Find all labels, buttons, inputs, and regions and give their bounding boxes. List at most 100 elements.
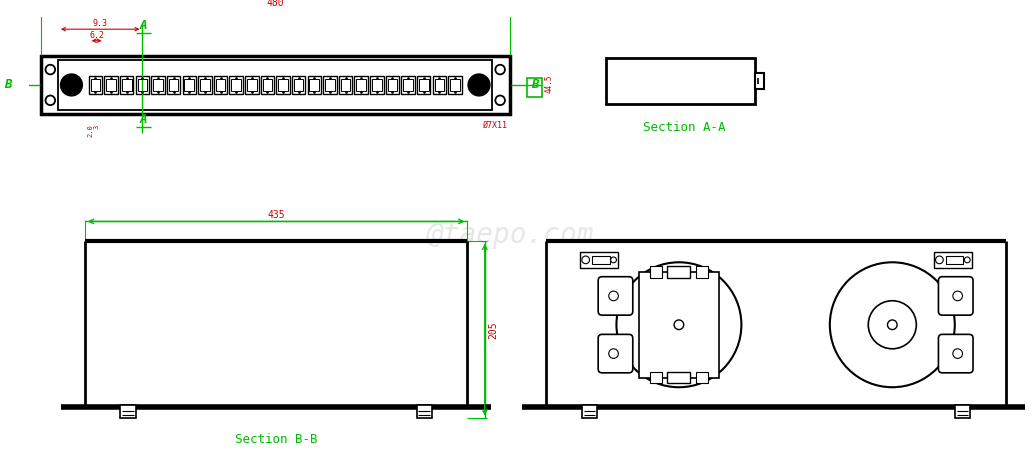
Text: A: A (140, 113, 147, 126)
Bar (403, 80, 413, 92)
Bar (105, 77, 118, 94)
Bar (696, 267, 708, 278)
Bar (277, 77, 290, 94)
Text: Section B-B: Section B-B (235, 432, 317, 445)
Circle shape (616, 263, 742, 387)
Text: B: B (4, 78, 11, 91)
Text: 9.3: 9.3 (92, 19, 108, 28)
Bar (667, 267, 690, 278)
Bar (356, 80, 366, 92)
Circle shape (610, 258, 616, 263)
Bar (451, 80, 460, 92)
Bar (385, 77, 399, 94)
Bar (151, 77, 165, 94)
Circle shape (609, 292, 618, 301)
Bar (247, 80, 257, 92)
Bar (416, 77, 430, 94)
Circle shape (609, 349, 618, 359)
Bar (40, 57, 510, 115)
Bar (449, 77, 462, 94)
Bar (292, 77, 306, 94)
Bar (638, 272, 719, 378)
Bar (58, 61, 492, 111)
Bar (325, 80, 335, 92)
Bar (107, 80, 116, 92)
Bar (933, 253, 972, 268)
Bar (416, 405, 432, 419)
FancyBboxPatch shape (598, 334, 633, 373)
Bar (946, 257, 963, 264)
Circle shape (61, 75, 82, 96)
Circle shape (468, 75, 490, 96)
Text: 6.2: 6.2 (89, 31, 104, 40)
Circle shape (674, 320, 684, 330)
Bar (246, 77, 259, 94)
FancyBboxPatch shape (598, 277, 633, 315)
Bar (341, 80, 350, 92)
Bar (606, 59, 755, 105)
Bar (310, 80, 319, 92)
Bar (91, 80, 100, 92)
Circle shape (830, 263, 955, 387)
Bar (231, 80, 241, 92)
Text: 480: 480 (266, 0, 284, 8)
Circle shape (953, 349, 962, 359)
Bar (323, 77, 337, 94)
Bar (138, 80, 147, 92)
Bar (261, 77, 275, 94)
Bar (650, 372, 662, 384)
FancyBboxPatch shape (939, 334, 973, 373)
Bar (755, 74, 764, 90)
Circle shape (582, 257, 589, 264)
Bar (184, 80, 194, 92)
Bar (401, 77, 414, 94)
Bar (696, 372, 708, 384)
Circle shape (936, 257, 943, 264)
Bar (434, 80, 444, 92)
Bar (339, 77, 352, 94)
Text: Section A-A: Section A-A (643, 120, 725, 133)
Bar (650, 267, 662, 278)
Bar (387, 80, 397, 92)
Bar (419, 80, 429, 92)
Bar (229, 77, 242, 94)
Bar (215, 80, 225, 92)
Text: 44.5: 44.5 (544, 75, 553, 93)
Bar (372, 80, 381, 92)
Bar (200, 80, 209, 92)
Bar (308, 77, 321, 94)
Text: A: A (140, 19, 147, 32)
Bar (120, 405, 136, 419)
Bar (279, 80, 288, 92)
Circle shape (953, 292, 962, 301)
Bar (89, 77, 103, 94)
Circle shape (965, 258, 970, 263)
Bar (167, 77, 180, 94)
Bar (182, 77, 196, 94)
Circle shape (46, 66, 55, 75)
Bar (370, 77, 383, 94)
Bar (262, 80, 272, 92)
Bar (120, 77, 134, 94)
Circle shape (495, 96, 505, 106)
FancyBboxPatch shape (939, 277, 973, 315)
Bar (582, 405, 597, 419)
Circle shape (495, 66, 505, 75)
Bar (213, 77, 227, 94)
Text: B: B (531, 78, 539, 91)
Bar (527, 79, 543, 98)
Bar (294, 80, 304, 92)
Bar (0, 79, 16, 98)
Bar (153, 80, 163, 92)
Circle shape (888, 320, 897, 330)
Circle shape (46, 96, 55, 106)
Bar (955, 405, 970, 419)
Bar (169, 80, 178, 92)
Bar (667, 372, 690, 384)
Text: 435: 435 (267, 209, 285, 219)
Text: 205: 205 (489, 321, 498, 339)
Bar (136, 77, 149, 94)
Bar (593, 257, 610, 264)
Circle shape (868, 301, 916, 349)
Text: 2.0: 2.0 (88, 124, 93, 137)
